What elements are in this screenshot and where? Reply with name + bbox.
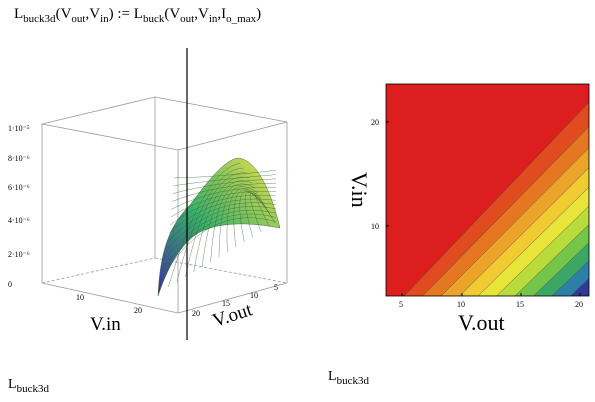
vout-tick-10: 10 bbox=[250, 291, 258, 300]
contour-y-tick-20: 20 bbox=[371, 118, 379, 127]
formula-rhs-arg1-sub: out bbox=[180, 13, 195, 25]
contour-y-tick-10: 10 bbox=[371, 222, 379, 231]
right-caption-sub: buck3d bbox=[336, 374, 369, 387]
formula-lhs-name: L bbox=[14, 6, 24, 22]
formula-rhs-name: L bbox=[133, 6, 143, 22]
formula-sep2: , bbox=[194, 6, 198, 22]
vout-tick-20: 20 bbox=[192, 309, 200, 318]
contour-x-tick-10: 10 bbox=[457, 300, 465, 309]
right-caption-name: L bbox=[328, 369, 337, 384]
formula-lhs-arg2: V bbox=[89, 6, 101, 22]
vin-tick-20: 20 bbox=[134, 306, 142, 315]
formula-assign: := bbox=[117, 6, 131, 22]
z-tick-2: 4·10⁻⁶ bbox=[8, 216, 30, 225]
vout-tick-5: 5 bbox=[274, 283, 278, 292]
z-tick-1: 2·10⁻⁶ bbox=[8, 250, 30, 259]
left-caption-name: L bbox=[8, 377, 17, 392]
surface-mesh bbox=[157, 157, 281, 297]
formula-rhs-arg3: I bbox=[221, 6, 227, 22]
contour-band bbox=[570, 278, 589, 296]
contour-y-label: V.in bbox=[347, 172, 372, 208]
z-tick-3: 6·10⁻⁶ bbox=[8, 183, 30, 192]
vin-tick-10: 10 bbox=[76, 293, 84, 302]
contour-bands bbox=[386, 84, 589, 296]
formula-rhs-arg2: V bbox=[197, 6, 209, 22]
vout-axis-ticks: 20 15 10 5 bbox=[192, 283, 278, 318]
plot3d-box bbox=[41, 96, 288, 314]
vout-tick-15: 15 bbox=[222, 299, 230, 308]
formula-paren-open: ( bbox=[55, 6, 61, 22]
vin-axis-label: V.in bbox=[90, 314, 121, 335]
formula-rhs-arg2-sub: in bbox=[208, 13, 218, 25]
contour-x-tick-15: 15 bbox=[516, 300, 524, 309]
formula-lhs-arg1-sub: out bbox=[71, 13, 86, 25]
contour-x-label: V.out bbox=[458, 310, 505, 335]
z-tick-4: 8·10⁻⁶ bbox=[8, 154, 30, 163]
left-caption-sub: buck3d bbox=[16, 382, 49, 395]
contour-x-tick-5: 5 bbox=[399, 300, 403, 309]
formula-definition[interactable]: Lbuck3d(Vout,Vin) := Lbuck(Vout,Vin,Io_m… bbox=[14, 6, 261, 25]
z-tick-0: 0 bbox=[8, 280, 12, 289]
formula-rhs-sub: buck bbox=[142, 13, 165, 25]
formula-rhs-paren-open: ( bbox=[164, 6, 170, 22]
contour-x-tick-20: 20 bbox=[575, 300, 583, 309]
formula-lhs-sub: buck3d bbox=[23, 13, 56, 25]
left-caption[interactable]: Lbuck3d bbox=[8, 377, 49, 395]
vout-axis-label: V.out bbox=[210, 299, 256, 332]
contour-x-ticks: 5 10 15 20 bbox=[399, 293, 583, 309]
z-tick-5: 1·10⁻⁵ bbox=[8, 124, 30, 133]
right-caption[interactable]: Lbuck3d bbox=[328, 369, 369, 387]
contour-y-ticks: 10 20 bbox=[371, 118, 389, 231]
vin-axis-ticks: 10 20 bbox=[76, 293, 142, 315]
formula-sep3: , bbox=[217, 6, 222, 22]
formula-rhs-paren-close: ) bbox=[256, 6, 262, 22]
contour-plot[interactable]: 5 10 15 20 10 20 V.out V.in bbox=[330, 75, 592, 335]
formula-sep1: , bbox=[85, 6, 90, 22]
formula-lhs-arg2-sub: in bbox=[100, 13, 109, 25]
formula-rhs-arg1: V bbox=[169, 6, 181, 22]
formula-lhs-arg1: V bbox=[60, 6, 72, 22]
formula-paren-close: ) bbox=[108, 6, 114, 22]
contour-frame bbox=[385, 83, 590, 297]
formula-rhs-arg3-sub: o_max bbox=[226, 13, 257, 25]
surface-plot-3d[interactable]: 0 2·10⁻⁶ 4·10⁻⁶ 6·10⁻⁶ 8·10⁻⁶ 1·10⁻⁵ 10 … bbox=[0, 40, 310, 340]
z-axis-ticks: 0 2·10⁻⁶ 4·10⁻⁶ 6·10⁻⁶ 8·10⁻⁶ 1·10⁻⁵ bbox=[8, 124, 30, 289]
